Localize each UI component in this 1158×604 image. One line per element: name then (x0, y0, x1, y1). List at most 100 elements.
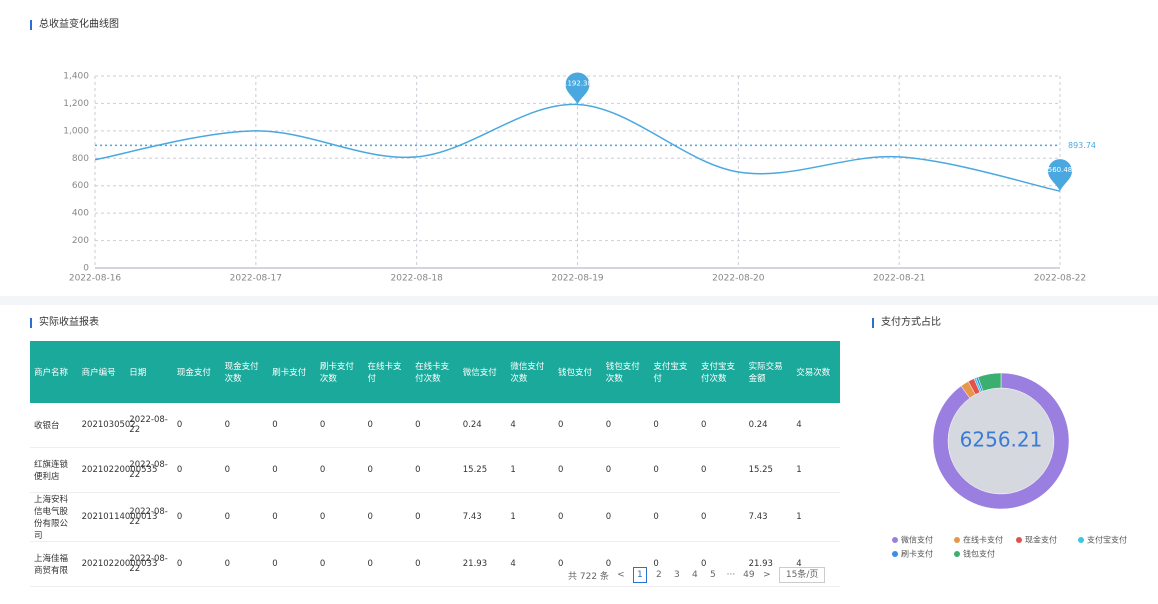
table-cell: 0 (649, 447, 697, 493)
column-header: 商户名称 (30, 341, 78, 403)
table-cell: 1 (506, 447, 555, 493)
column-header: 刷卡支付次数 (315, 341, 364, 403)
table-cell: 0 (220, 541, 269, 587)
donut-center (948, 388, 1054, 494)
table-cell: 0 (411, 447, 459, 493)
prev-button[interactable]: < (617, 570, 625, 580)
table-cell: 0 (220, 403, 269, 448)
donut-slice (977, 372, 1002, 392)
legend-swatch (892, 537, 898, 543)
table-cell: 0 (649, 492, 697, 542)
donut-slice (932, 372, 1070, 510)
table-row: 收银台 2021030502 2022-08-22 0 0 0 0 0 0 0.24 4 0 0 0 0 0.… (30, 403, 840, 448)
table-cell: 2021030502 (77, 403, 136, 448)
table-title: 实际收益报表 (30, 318, 99, 328)
column-header: 日期 (125, 341, 173, 403)
next-button[interactable]: > (763, 570, 771, 580)
table-cell: 2022-08-22 (125, 447, 173, 493)
legend-swatch (1016, 537, 1022, 543)
legend-label: 微信支付 (901, 535, 933, 545)
table-cell: 0 (363, 541, 412, 587)
table-cell: 0 (554, 492, 602, 542)
table-cell: 0 (696, 492, 745, 542)
table-cell: 7.43 (458, 492, 507, 542)
legend-label: 刷卡支付 (901, 549, 933, 559)
table-cell: 1 (506, 492, 555, 542)
table-row: 红旗连锁便利店 20210220000535 2022-08-22 0 0 0 0 0 0 15.… (30, 447, 840, 493)
legend-swatch (954, 551, 960, 557)
table-cell: 0 (363, 492, 412, 542)
chart-title: 总收益变化曲线图 (30, 20, 119, 30)
table-cell: 1 (792, 492, 840, 542)
column-header: 实际交易金额 (744, 341, 793, 403)
table-cell: 0 (172, 541, 221, 587)
table-cell: 0 (268, 447, 316, 493)
table-cell: 0 (220, 447, 269, 493)
table-cell: 0 (601, 447, 650, 493)
table-cell: 0 (411, 492, 459, 542)
table-cell: 2022-08-22 (125, 403, 173, 448)
x-tick-label: 2022-08-20 (712, 274, 765, 284)
table-cell: 0 (696, 541, 745, 587)
page-button[interactable]: 5 (710, 570, 716, 580)
table-cell: 0 (649, 541, 697, 587)
legend-swatch (954, 537, 960, 543)
mark-pin (565, 72, 590, 105)
page-button[interactable]: 3 (674, 570, 680, 580)
page-button[interactable]: 49 (743, 570, 755, 580)
legend-label: 在线卡支付 (963, 535, 1003, 545)
x-tick-label: 2022-08-18 (391, 274, 444, 284)
table-row: 上海安科信电气股份有限公司 20210114000013 2022-08-22 0 0 0… (30, 492, 840, 542)
table-cell: 0 (363, 403, 412, 448)
table-cell: 20210220000033 (77, 541, 157, 587)
column-header: 刷卡支付 (268, 341, 316, 403)
table-cell: 0 (268, 492, 316, 542)
table-cell: 0 (315, 403, 364, 448)
y-tick-label: 600 (72, 181, 89, 191)
x-tick-label: 2022-08-17 (230, 274, 282, 284)
table-cell: 0 (220, 492, 269, 542)
mean-label: 893.74 (1068, 141, 1096, 150)
y-tick-label: 0 (83, 264, 89, 274)
total-count: 共 722 条 (568, 571, 609, 582)
table-cell: 上海佳福商贸有限 (30, 541, 78, 587)
column-header: 现金支付次数 (220, 341, 269, 403)
column-header: 现金支付 (172, 341, 221, 403)
table-cell: 0 (601, 403, 650, 448)
legend-label: 钱包支付 (963, 549, 995, 559)
page-button[interactable]: 1 (632, 567, 647, 583)
table-cell: 0.24 (744, 403, 793, 448)
x-tick-label: 2022-08-16 (69, 274, 122, 284)
column-header: 微信支付次数 (506, 341, 555, 403)
column-header: 交易次数 (792, 341, 840, 403)
page-button[interactable]: ··· (726, 570, 736, 580)
x-tick-label: 2022-08-22 (1034, 274, 1086, 284)
table-cell: 0 (554, 541, 602, 587)
table-cell: 0 (315, 492, 364, 542)
table-cell: 0 (172, 447, 221, 493)
y-tick-label: 1,000 (63, 126, 89, 136)
column-header: 支付宝支付 (649, 341, 697, 403)
page-button[interactable]: 2 (656, 570, 662, 580)
mark-label: 560.48 (1048, 166, 1073, 174)
table-cell: 0 (649, 403, 697, 448)
trend-line (94, 103, 1061, 192)
table-cell: 0.24 (458, 403, 507, 448)
mark-pin (1048, 159, 1072, 192)
x-tick-label: 2022-08-21 (873, 274, 925, 284)
legend-swatch (892, 551, 898, 557)
table-cell: 0 (315, 541, 364, 587)
page-button[interactable]: 4 (692, 570, 698, 580)
table-cell: 2022-08-22 (125, 541, 173, 587)
table-cell: 0 (411, 541, 459, 587)
column-header: 在线卡支付 (363, 341, 412, 403)
table-cell: 15.25 (744, 447, 793, 493)
table-cell: 0 (172, 492, 221, 542)
column-header: 微信支付 (458, 341, 507, 403)
legend-label: 支付宝支付 (1087, 535, 1127, 545)
table-cell: 7.43 (744, 492, 793, 542)
report-table: 商户名称 商户编号 日期 现金支付 现金支付次数 刷卡支付 刷卡支付次数 在线卡支付 在线卡支付… (30, 341, 840, 587)
pagination: 共 722 条 <1 2 3 4 5 ··· 49 >15条/页 (568, 567, 826, 583)
mark-label: 1192.38 (563, 79, 592, 87)
page-size-select[interactable]: 15条/页 (778, 567, 826, 583)
